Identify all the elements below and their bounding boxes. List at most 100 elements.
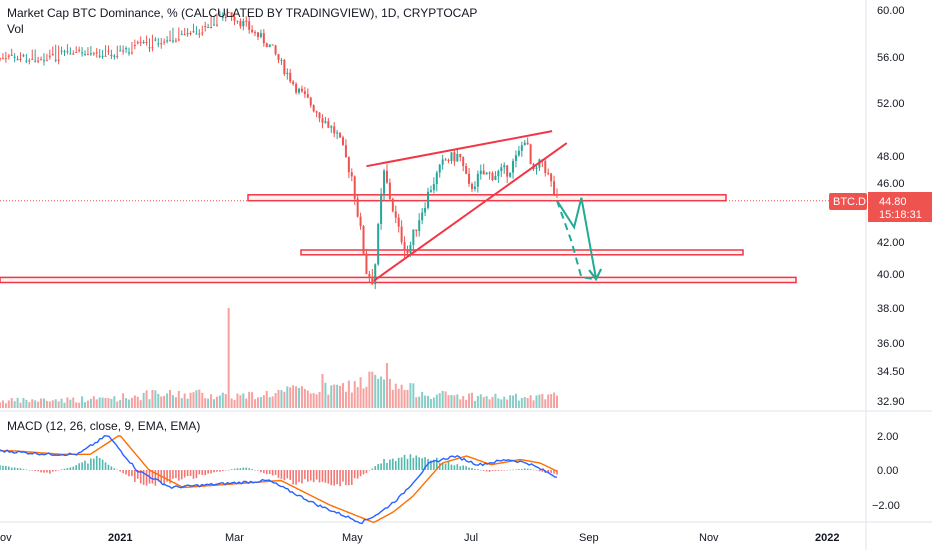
volume-bar xyxy=(125,398,128,408)
projection-solid-path[interactable] xyxy=(556,197,598,280)
macd-histogram-bar xyxy=(318,470,321,483)
candle-body xyxy=(160,43,163,45)
volume-bar xyxy=(239,395,242,408)
volume-bar xyxy=(183,393,186,408)
macd-axis[interactable]: 2.00 0.00 −2.00 xyxy=(872,431,900,512)
volume-bar xyxy=(277,389,280,408)
volume-bar xyxy=(553,392,556,408)
volume-bar xyxy=(101,397,104,408)
volume-bar xyxy=(468,393,471,408)
volume-bar xyxy=(201,392,204,408)
macd-histogram-bar xyxy=(169,470,171,484)
macd-histogram-bar xyxy=(16,468,19,470)
macd-histogram-bar xyxy=(518,469,520,470)
macd-histogram-bar xyxy=(336,470,338,485)
volume-label[interactable]: Vol xyxy=(7,22,24,36)
macd-signal-line xyxy=(0,435,558,524)
macd-histogram-bar xyxy=(521,468,523,470)
volume-bar xyxy=(54,399,57,408)
candle-body xyxy=(274,45,277,55)
volume-bar xyxy=(350,392,353,408)
candle-body xyxy=(336,132,339,134)
volume-bar xyxy=(215,396,218,408)
wedge-lower-trendline[interactable] xyxy=(373,142,568,282)
macd-histogram-bar xyxy=(189,470,192,477)
macd-histogram-bar xyxy=(51,470,54,472)
volume-bar xyxy=(254,399,257,408)
candle-body xyxy=(1,58,4,60)
candle-body xyxy=(362,226,365,254)
wedge-upper-trendline[interactable] xyxy=(366,130,553,168)
candle-body xyxy=(98,55,101,57)
symbol-badge[interactable]: BTC.D 44.80 15:18:31 xyxy=(829,192,932,222)
volume-bar xyxy=(207,398,210,408)
time-axis[interactable]: ov 2021 Mar May Jul Sep Nov 2022 xyxy=(0,532,839,544)
macd-histogram-bar xyxy=(333,470,335,486)
macd-histogram-bar xyxy=(512,469,514,471)
candle-body xyxy=(265,43,268,48)
candle-body xyxy=(506,165,509,177)
volume-bar xyxy=(470,392,473,408)
macd-histogram-bar xyxy=(532,469,535,471)
candle-body xyxy=(224,16,227,18)
volume-bar xyxy=(547,394,550,408)
candle-body xyxy=(174,40,177,42)
candle-body xyxy=(556,193,558,195)
volume-bar xyxy=(163,395,166,408)
macd-histogram-bar xyxy=(474,468,476,470)
volume-bar xyxy=(95,399,98,408)
macd-histogram-bar xyxy=(541,470,544,472)
candle-body xyxy=(154,39,157,41)
candle-body xyxy=(262,33,265,44)
candle-body xyxy=(166,40,169,42)
candle-body xyxy=(51,53,54,55)
macd-histogram-bar xyxy=(10,467,13,470)
macd-histogram-bar xyxy=(125,470,127,475)
macd-histogram-bar xyxy=(482,470,485,471)
support-resistance-zones[interactable] xyxy=(0,194,797,284)
candle-body xyxy=(113,55,116,57)
chart-title[interactable]: Market Cap BTC Dominance, % (CALCULATED … xyxy=(7,6,478,20)
time-tick: May xyxy=(342,532,363,544)
macd-histogram-bar xyxy=(295,470,297,485)
macd-label[interactable]: MACD (12, 26, close, 9, EMA, EMA) xyxy=(7,419,201,433)
macd-histogram-bar xyxy=(450,464,453,470)
candle-body xyxy=(42,60,45,62)
volume-bar xyxy=(142,392,145,408)
price-axis[interactable]: 60.00 56.00 52.00 48.00 46.00 42.00 40.0… xyxy=(877,5,905,408)
candle-body xyxy=(271,44,274,46)
macd-histogram-bar xyxy=(386,462,388,470)
macd-histogram-bar xyxy=(312,470,315,483)
candle-body xyxy=(312,105,315,112)
macd-histogram-bar xyxy=(444,463,447,470)
macd-histogram-bar xyxy=(315,470,318,480)
macd-histogram-bar xyxy=(254,469,256,471)
support-zone[interactable] xyxy=(0,276,797,284)
volume-bar xyxy=(28,402,31,408)
macd-histogram-bar xyxy=(178,470,180,481)
volume-bar xyxy=(57,401,60,408)
candle-body xyxy=(81,52,84,54)
volume-bar xyxy=(233,399,236,408)
volume-bar xyxy=(347,380,350,408)
price-tick: 42.00 xyxy=(877,237,905,249)
macd-histogram-bar xyxy=(365,470,368,474)
candle-body xyxy=(447,159,450,161)
middle-zone[interactable] xyxy=(300,249,744,256)
volume-bar xyxy=(242,393,245,408)
volume-bar xyxy=(66,397,69,408)
projection-dashed-path[interactable] xyxy=(556,200,597,281)
candle-body xyxy=(321,118,324,123)
volume-bar xyxy=(16,397,19,408)
volume-bar xyxy=(309,393,312,408)
volume-bar xyxy=(10,398,13,408)
volume-bar xyxy=(4,403,7,408)
volume-bar xyxy=(427,395,430,408)
trendline-drawings[interactable] xyxy=(366,130,602,282)
candle-body xyxy=(468,173,471,184)
macd-histogram-bar xyxy=(330,470,333,486)
volume-bar xyxy=(429,398,432,408)
macd-histogram-bar xyxy=(471,468,473,470)
